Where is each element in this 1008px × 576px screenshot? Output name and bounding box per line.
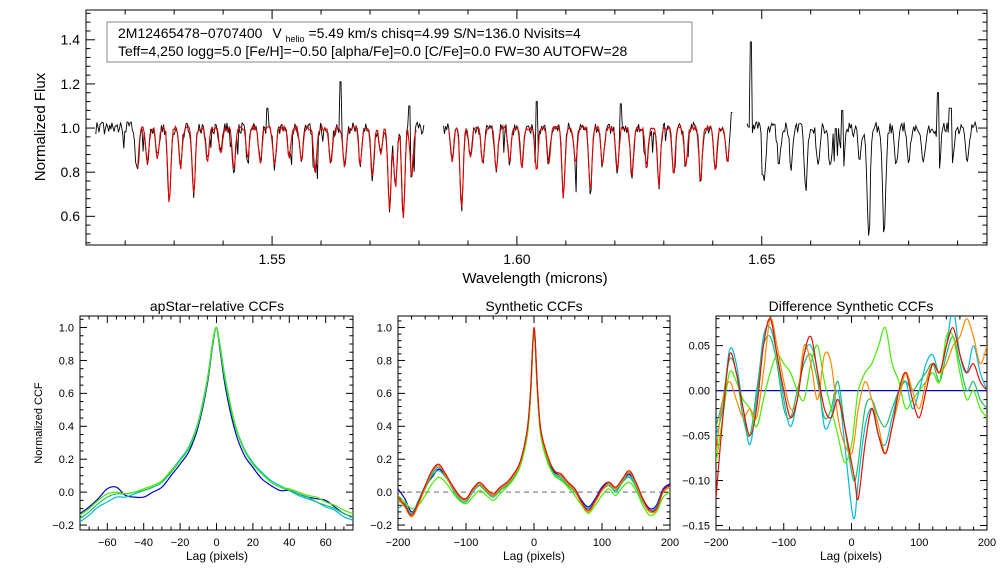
apstar-ccf-lines <box>80 326 353 523</box>
difference-ccf-series-difference-1 <box>716 316 987 520</box>
apstar-ccf-series-visit-1 <box>80 326 353 518</box>
synthetic-ccf-series-synthetic-5 <box>398 326 670 518</box>
spectrum-plot-frame <box>85 9 988 246</box>
spectrum-y-tick-label: 1.0 <box>61 120 81 136</box>
apstar-ccf-y-tick-label: 0.2 <box>59 454 74 466</box>
spectrum-x-tick-label: 1.60 <box>503 251 530 267</box>
difference-ccf-y-tick-label: −0.15 <box>682 520 710 532</box>
spectrum-ticks: 1.55 1.60 1.65 0.6 0.8 1.0 1.2 1.4 <box>61 10 987 267</box>
spectrum-legend-line-2: Teff=4,250 logg=5.0 [Fe/H]=−0.50 [alpha/… <box>118 43 627 59</box>
apstar-ccf-ticks: −60 −40 −20 0 20 40 60 −0.2 0.0 0.2 0.4 0.6 0.8 1.0 <box>52 316 353 549</box>
apstar-ccf-x-tick-label: −20 <box>171 537 190 549</box>
synthetic-ccf-x-tick-label: 100 <box>593 537 611 549</box>
apstar-ccf-y-axis-label: Normalized CCF <box>33 382 45 464</box>
difference-ccf-x-tick-label: 0 <box>848 537 854 549</box>
difference-ccf-panel: Difference Synthetic CCFs −200 −100 0 100 20… <box>682 298 996 563</box>
apstar-ccf-y-tick-label: −0.2 <box>52 520 74 532</box>
difference-ccf-y-tick-label: 0.05 <box>689 341 710 353</box>
synthetic-ccf-y-tick-label: 1.0 <box>377 322 392 334</box>
spectrum-observed-chip-3 <box>746 41 978 236</box>
apstar-ccf-y-tick-label: 0.0 <box>59 487 74 499</box>
legend-star-id: 2M12465478−0707400 <box>118 25 263 41</box>
synthetic-ccf-y-tick-label: 0.6 <box>377 388 392 400</box>
spectrum-x-tick-label: 1.65 <box>748 251 775 267</box>
difference-ccf-series-difference-3 <box>716 326 987 464</box>
apstar-ccf-series-group <box>80 326 353 523</box>
synthetic-ccf-x-tick-label: −200 <box>386 537 411 549</box>
apstar-ccf-series-visit-3 <box>80 326 353 519</box>
spectrum-legend-line-1: 2M12465478−0707400 V helio =5.49 km/s ch… <box>118 25 581 45</box>
synthetic-ccf-x-tick-label: −100 <box>454 537 479 549</box>
synthetic-ccf-y-tick-label: 0.8 <box>377 355 392 367</box>
synthetic-ccf-plot-frame <box>397 315 671 531</box>
apstar-ccf-x-axis-label: Lag (pixels) <box>186 549 248 563</box>
synthetic-ccf-x-tick-label: 0 <box>531 537 537 549</box>
spectrum-panel: 1.55 1.60 1.65 0.6 0.8 1.0 1.2 1.4 2M12465478−0… <box>32 9 988 287</box>
spectrum-lines <box>95 41 978 236</box>
apstar-ccf-y-tick-label: 1.0 <box>59 322 74 334</box>
synthetic-ccf-lines <box>398 326 670 518</box>
spectrum-x-axis-label: Wavelength (microns) <box>462 270 607 287</box>
spectrum-y-tick-label: 0.8 <box>61 164 81 180</box>
synthetic-ccf-y-tick-label: 0.4 <box>377 421 392 433</box>
synthetic-ccf-ticks: −200 −100 0 100 200 −0.2 0.0 0.2 0.4 0.6 0.8 1.0 <box>370 316 679 549</box>
synthetic-ccf-x-tick-label: 200 <box>661 537 679 549</box>
legend-velocity-symbol: V <box>272 25 282 41</box>
difference-ccf-x-tick-label: −100 <box>771 537 796 549</box>
synthetic-ccf-series-synthetic-3 <box>398 328 670 516</box>
apstar-ccf-x-tick-label: −40 <box>134 537 153 549</box>
apstar-ccf-y-tick-label: 0.6 <box>59 388 74 400</box>
synthetic-ccf-y-tick-label: −0.2 <box>370 520 392 532</box>
legend-velocity-values: =5.49 km/s chisq=4.99 S/N=136.0 Nvisits=… <box>308 25 581 41</box>
difference-ccf-x-tick-label: 100 <box>910 537 928 549</box>
synthetic-ccf-series-group <box>398 326 670 518</box>
apstar-ccf-panel: apStar−relative CCFs −60 −40 −20 0 20 40 60 −0.… <box>33 298 354 563</box>
apstar-ccf-x-tick-label: −60 <box>98 537 117 549</box>
difference-ccf-lines <box>716 316 987 520</box>
apstar-ccf-series-visit-4 <box>80 326 353 516</box>
apstar-ccf-x-tick-label: 20 <box>247 537 259 549</box>
spectrum-y-axis-label: Normalized Flux <box>32 72 49 181</box>
synthetic-ccf-panel: Synthetic CCFs −200 −100 0 100 200 −0.2 0.0 0.2… <box>370 298 679 563</box>
spectrum-model-chip-2 <box>448 124 730 208</box>
apstar-ccf-title: apStar−relative CCFs <box>150 298 284 314</box>
spectrum-y-tick-label: 1.4 <box>61 32 81 48</box>
spectrum-y-tick-label: 0.6 <box>61 208 81 224</box>
synthetic-ccf-x-axis-label: Lag (pixels) <box>503 549 565 563</box>
spectrum-model-chip-1 <box>137 124 417 219</box>
apstar-ccf-x-tick-label: 60 <box>320 537 332 549</box>
apstar-ccf-y-tick-label: 0.4 <box>59 421 74 433</box>
apstar-ccf-y-tick-label: 0.8 <box>59 355 74 367</box>
difference-ccf-series-difference-5 <box>716 318 987 501</box>
difference-ccf-x-axis-label: Lag (pixels) <box>820 549 882 563</box>
difference-ccf-series-group <box>716 316 987 520</box>
synthetic-ccf-title: Synthetic CCFs <box>485 298 582 314</box>
synthetic-ccf-series-synthetic-1 <box>398 328 670 513</box>
difference-ccf-y-tick-label: 0.00 <box>689 385 710 397</box>
legend-velocity-subscript: helio <box>286 34 305 44</box>
apstar-ccf-x-tick-label: 40 <box>283 537 295 549</box>
spectrum-legend-box <box>106 21 693 63</box>
difference-ccf-ticks: −200 −100 0 100 200 −0.15 −0.10 −0.05 0.00 0.05 <box>682 316 996 549</box>
synthetic-ccf-y-tick-label: 0.0 <box>377 487 392 499</box>
difference-ccf-x-tick-label: −200 <box>704 537 729 549</box>
spectrum-x-tick-label: 1.55 <box>258 251 285 267</box>
spectrum-y-tick-label: 1.2 <box>61 76 81 92</box>
apstar-ccf-x-tick-label: 0 <box>213 537 219 549</box>
difference-ccf-y-tick-label: −0.05 <box>682 430 710 442</box>
difference-ccf-y-tick-label: −0.10 <box>682 475 710 487</box>
synthetic-ccf-series-synthetic-6 <box>398 326 670 516</box>
synthetic-ccf-y-tick-label: 0.2 <box>377 454 392 466</box>
difference-ccf-x-tick-label: 200 <box>978 537 996 549</box>
difference-ccf-title: Difference Synthetic CCFs <box>769 298 934 314</box>
synthetic-ccf-series-synthetic-4 <box>398 331 670 517</box>
synthetic-ccf-series-synthetic-2 <box>398 330 670 515</box>
